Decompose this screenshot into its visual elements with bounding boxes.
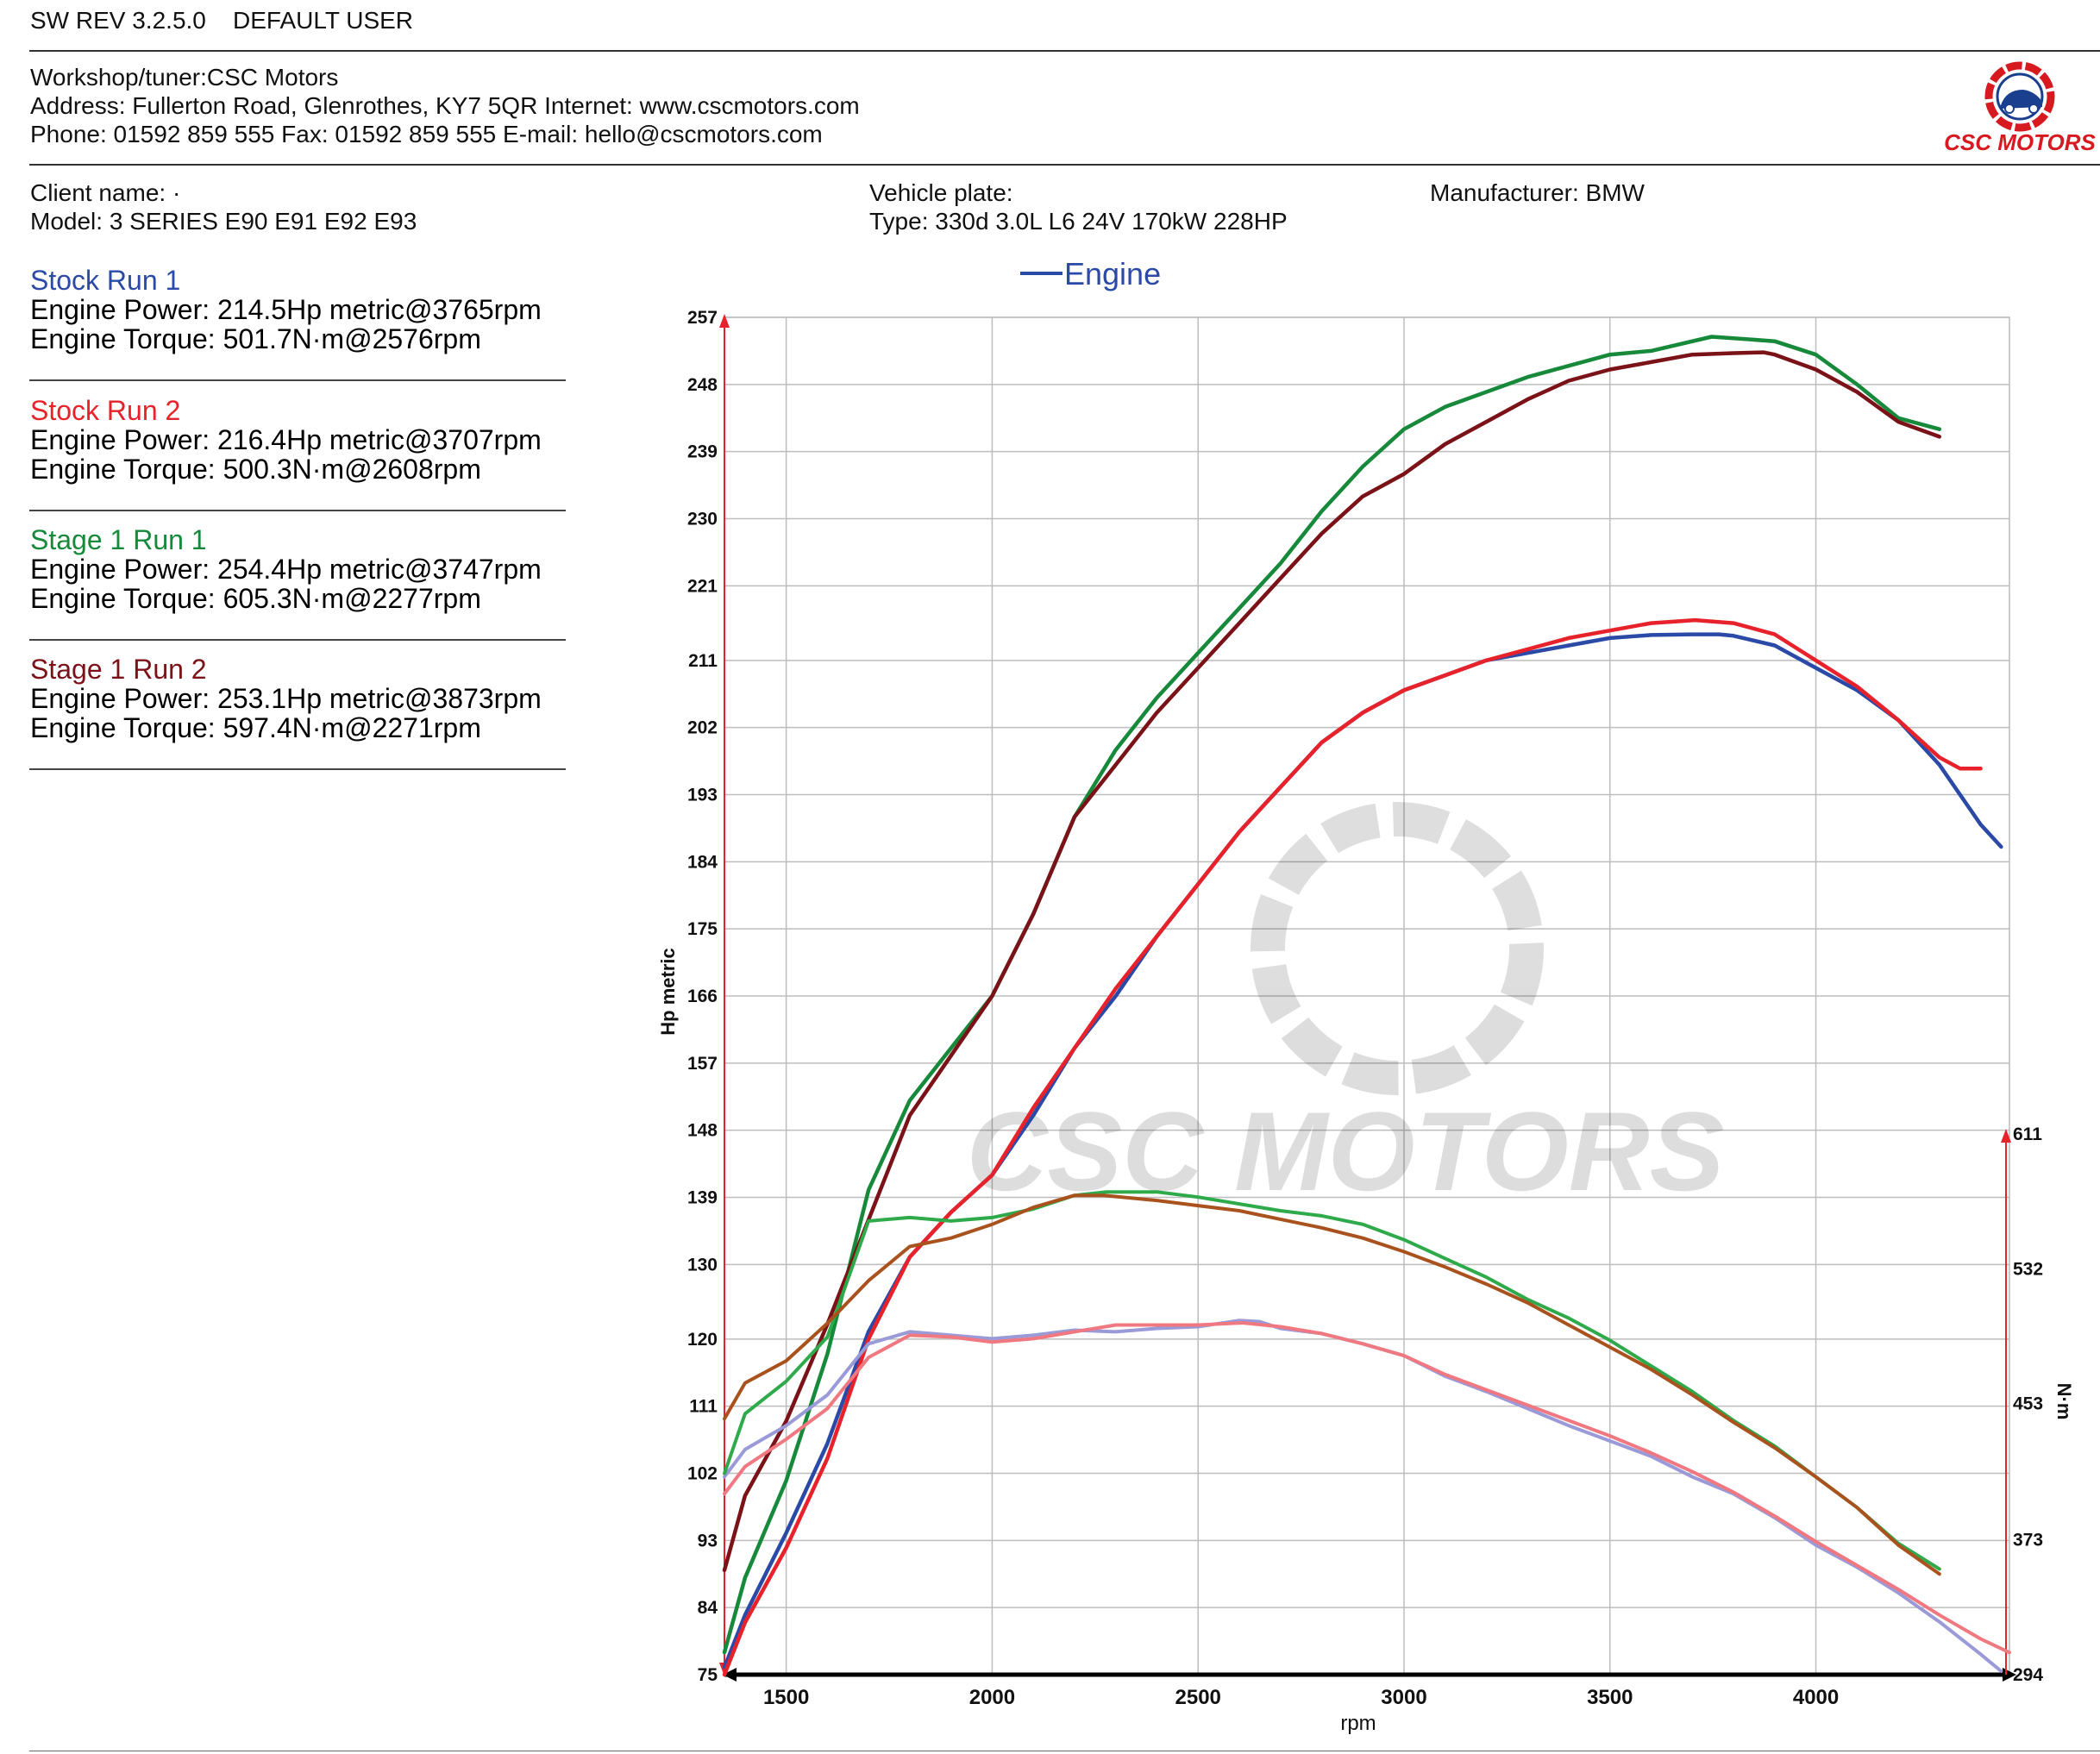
- y-tick-label: 166: [687, 987, 718, 1006]
- run-power: Engine Power: 216.4Hp metric@3707rpm: [30, 424, 542, 455]
- run-power: Engine Power: 253.1Hp metric@3873rpm: [30, 683, 542, 714]
- x-tick-label: 3500: [1587, 1686, 1633, 1709]
- software-revision: SW REV 3.2.5.0 DEFAULT USER: [30, 7, 413, 34]
- run-title: Stage 1 Run 1: [30, 524, 207, 555]
- run-summary-stage1-2: Stage 1 Run 2 Engine Power: 253.1Hp metr…: [30, 655, 565, 742]
- manufacturer: Manufacturer: BMW: [1430, 179, 1645, 206]
- workshop-contact: Phone: 01592 859 555 Fax: 01592 859 555 …: [30, 121, 823, 147]
- x-tick-label: 2500: [1175, 1686, 1221, 1709]
- y-tick-label: 93: [698, 1531, 718, 1550]
- x-axis-arrow-left: [723, 1668, 737, 1682]
- run-power: Engine Power: 214.5Hp metric@3765rpm: [30, 294, 542, 325]
- x-tick-label: 1500: [763, 1686, 809, 1709]
- run-torque: Engine Torque: 500.3N·m@2608rpm: [30, 454, 481, 485]
- x-axis-label: rpm: [1340, 1712, 1376, 1735]
- y-tick-label: 84: [698, 1598, 718, 1618]
- y-tick-label: 148: [687, 1121, 718, 1141]
- run-torque: Engine Torque: 501.7N·m@2576rpm: [30, 323, 481, 354]
- torque-curve-stock-run-2: [723, 1321, 2011, 1655]
- x-tick-label: 3000: [1381, 1686, 1426, 1709]
- y-tick-label: 75: [698, 1665, 718, 1685]
- y-tick-label: 221: [687, 576, 718, 596]
- y-tick-label: 157: [687, 1054, 718, 1074]
- run-summary-stage1-1: Stage 1 Run 1 Engine Power: 254.4Hp metr…: [30, 525, 565, 613]
- run-power: Engine Power: 254.4Hp metric@3747rpm: [30, 554, 542, 585]
- x-tick-label: 4000: [1793, 1686, 1839, 1709]
- run-title: Stage 1 Run 2: [30, 654, 207, 685]
- run-title: Stock Run 2: [30, 395, 181, 426]
- torque-curve-stock-run-1: [723, 1319, 2003, 1673]
- y-tick-label: 211: [688, 651, 718, 671]
- run-divider: [29, 639, 566, 641]
- y-tick-label: 239: [687, 442, 718, 462]
- header-divider: [29, 50, 2100, 52]
- y-tick-label: 230: [687, 510, 718, 529]
- y2-tick-label: 611: [2013, 1124, 2042, 1144]
- vehicle-type: Type: 330d 3.0L L6 24V 170kW 228HP: [869, 208, 1288, 235]
- y-tick-label: 175: [687, 919, 718, 939]
- y-tick-label: 184: [687, 852, 718, 872]
- model: Model: 3 SERIES E90 E91 E92 E93: [30, 208, 417, 235]
- vehicle-plate: Vehicle plate:: [869, 179, 1013, 206]
- y-tick-label: 120: [687, 1330, 718, 1350]
- workshop-divider: [29, 164, 2100, 166]
- y-tick-label: 193: [687, 785, 718, 805]
- workshop-line: Workshop/tuner:CSC Motors: [30, 64, 339, 91]
- y-axis-label: Hp metric: [657, 948, 679, 1035]
- workshop-address: Address: Fullerton Road, Glenrothes, KY7…: [30, 92, 860, 119]
- watermark: CSC MOTORS: [967, 802, 1724, 1214]
- x-tick-label: 2000: [969, 1686, 1015, 1709]
- y-tick-label: 111: [689, 1397, 718, 1417]
- right-axis-arrow-top: [2001, 1129, 2011, 1143]
- torque-curve-stage-1-run-2: [723, 1193, 1941, 1576]
- power-curve-stage-1-run-2: [722, 350, 1942, 1573]
- client-name: Client name: ·: [30, 179, 181, 206]
- watermark-ring: [1251, 802, 1544, 1095]
- y-tick-label: 202: [687, 718, 718, 738]
- y-tick-label: 257: [687, 308, 718, 328]
- run-divider: [29, 510, 566, 511]
- y-tick-label: 139: [687, 1188, 718, 1208]
- run-divider: [29, 768, 566, 770]
- sw-rev-label: SW REV 3.2.5.0: [30, 7, 206, 34]
- run-summary-stock-1: Stock Run 1 Engine Power: 214.5Hp metric…: [30, 266, 565, 354]
- legend-label: Engine: [1064, 256, 1161, 291]
- y2-tick-label: 294: [2013, 1665, 2043, 1685]
- csc-motors-logo: CSC MOTORS: [1940, 60, 2100, 155]
- left-axis-arrow-top: [719, 314, 730, 328]
- y-tick-label: 102: [687, 1463, 718, 1483]
- y-tick-label: 130: [687, 1255, 718, 1275]
- run-title: Stock Run 1: [30, 265, 181, 296]
- run-divider: [29, 379, 566, 381]
- run-torque: Engine Torque: 597.4N·m@2271rpm: [30, 712, 481, 743]
- power-curve-stage-1-run-1: [722, 335, 1942, 1655]
- y2-tick-label: 532: [2013, 1259, 2043, 1279]
- svg-text:CSC MOTORS: CSC MOTORS: [1944, 129, 2096, 155]
- y2-tick-label: 373: [2013, 1531, 2043, 1550]
- y2-axis-label: N·m: [2053, 1383, 2075, 1420]
- y2-tick-label: 453: [2013, 1394, 2043, 1414]
- run-summary-stock-2: Stock Run 2 Engine Power: 216.4Hp metric…: [30, 396, 565, 484]
- y-tick-label: 248: [687, 375, 718, 395]
- user-label: DEFAULT USER: [233, 7, 414, 34]
- run-torque: Engine Torque: 605.3N·m@2277rpm: [30, 583, 481, 614]
